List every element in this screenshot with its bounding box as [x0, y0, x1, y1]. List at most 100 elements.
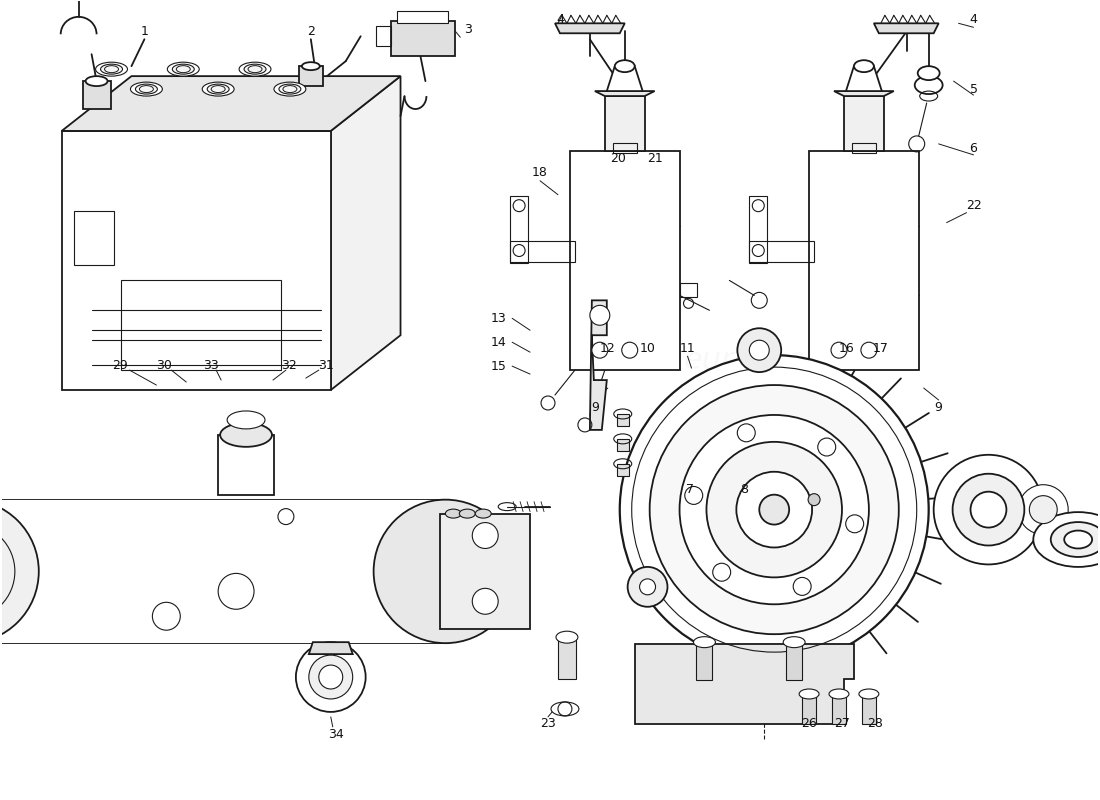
- Circle shape: [736, 472, 812, 547]
- Text: 5: 5: [969, 82, 978, 95]
- Text: 31: 31: [318, 358, 333, 372]
- Bar: [74, 210, 113, 266]
- Circle shape: [309, 655, 353, 699]
- Ellipse shape: [220, 423, 272, 447]
- Ellipse shape: [274, 82, 306, 96]
- Ellipse shape: [167, 62, 199, 76]
- Circle shape: [639, 579, 656, 595]
- Ellipse shape: [915, 76, 943, 94]
- Circle shape: [513, 200, 525, 212]
- Ellipse shape: [1064, 530, 1092, 549]
- Circle shape: [621, 342, 638, 358]
- Ellipse shape: [1050, 522, 1100, 557]
- Polygon shape: [309, 642, 353, 654]
- Ellipse shape: [446, 509, 461, 518]
- Circle shape: [680, 415, 869, 604]
- Text: 4: 4: [556, 13, 564, 26]
- Bar: [299, 66, 322, 86]
- Bar: [390, 22, 455, 56]
- Circle shape: [319, 665, 343, 689]
- Text: 32: 32: [280, 358, 297, 372]
- Text: 9: 9: [591, 402, 598, 414]
- Circle shape: [970, 492, 1007, 527]
- Text: 17: 17: [873, 342, 889, 354]
- Bar: [62, 131, 331, 390]
- Bar: [680, 283, 697, 298]
- Text: 7: 7: [685, 483, 693, 496]
- Bar: [0, 500, 446, 643]
- Polygon shape: [331, 76, 400, 390]
- Polygon shape: [590, 300, 607, 430]
- Bar: [749, 241, 814, 262]
- Ellipse shape: [131, 82, 163, 96]
- Bar: [510, 241, 575, 262]
- Text: 13: 13: [491, 312, 506, 325]
- Text: 11: 11: [680, 342, 695, 354]
- Ellipse shape: [100, 64, 122, 74]
- Text: 29: 29: [111, 358, 128, 372]
- Ellipse shape: [475, 509, 492, 518]
- Circle shape: [472, 588, 498, 614]
- Circle shape: [793, 578, 811, 595]
- Text: 23: 23: [540, 718, 556, 730]
- Text: 21: 21: [647, 152, 662, 166]
- Circle shape: [619, 355, 928, 664]
- Ellipse shape: [202, 82, 234, 96]
- Circle shape: [713, 563, 730, 581]
- Bar: [810, 151, 918, 370]
- Text: 15: 15: [491, 360, 506, 373]
- Circle shape: [592, 342, 608, 358]
- Ellipse shape: [556, 631, 578, 643]
- Bar: [570, 151, 680, 370]
- Text: 14: 14: [491, 336, 506, 349]
- Ellipse shape: [96, 62, 128, 76]
- Circle shape: [934, 455, 1043, 565]
- Circle shape: [737, 424, 756, 442]
- Circle shape: [296, 642, 365, 712]
- Text: 27: 27: [834, 718, 850, 730]
- Polygon shape: [62, 76, 400, 131]
- Bar: [617, 439, 629, 451]
- Text: eurospares: eurospares: [684, 346, 855, 374]
- Ellipse shape: [279, 84, 301, 94]
- Circle shape: [808, 494, 821, 506]
- Ellipse shape: [301, 62, 320, 70]
- Text: eurospares: eurospares: [190, 346, 361, 374]
- Ellipse shape: [239, 62, 271, 76]
- Polygon shape: [834, 91, 894, 96]
- Ellipse shape: [86, 76, 108, 86]
- Text: eurospares: eurospares: [684, 545, 855, 574]
- Bar: [696, 642, 713, 680]
- Polygon shape: [607, 66, 642, 91]
- Text: 6: 6: [969, 142, 978, 155]
- Text: 18: 18: [532, 166, 548, 179]
- Bar: [218, 435, 274, 494]
- Bar: [802, 694, 816, 724]
- Circle shape: [953, 474, 1024, 546]
- Circle shape: [846, 515, 864, 533]
- Circle shape: [749, 340, 769, 360]
- Ellipse shape: [227, 411, 265, 429]
- Circle shape: [752, 200, 764, 212]
- Text: 9: 9: [935, 402, 943, 414]
- Ellipse shape: [693, 637, 715, 648]
- Bar: [851, 143, 876, 153]
- Text: 16: 16: [839, 342, 855, 354]
- Ellipse shape: [854, 60, 873, 72]
- Bar: [786, 642, 802, 680]
- Ellipse shape: [799, 689, 820, 699]
- Ellipse shape: [460, 509, 475, 518]
- Circle shape: [817, 438, 836, 456]
- Circle shape: [685, 486, 703, 504]
- Ellipse shape: [1019, 485, 1068, 534]
- Polygon shape: [846, 66, 882, 91]
- Ellipse shape: [829, 689, 849, 699]
- Bar: [510, 196, 528, 263]
- Bar: [617, 464, 629, 476]
- Text: 10: 10: [640, 342, 656, 354]
- Bar: [613, 143, 637, 153]
- Ellipse shape: [173, 64, 195, 74]
- Text: 30: 30: [156, 358, 173, 372]
- Ellipse shape: [917, 66, 939, 80]
- Ellipse shape: [207, 84, 229, 94]
